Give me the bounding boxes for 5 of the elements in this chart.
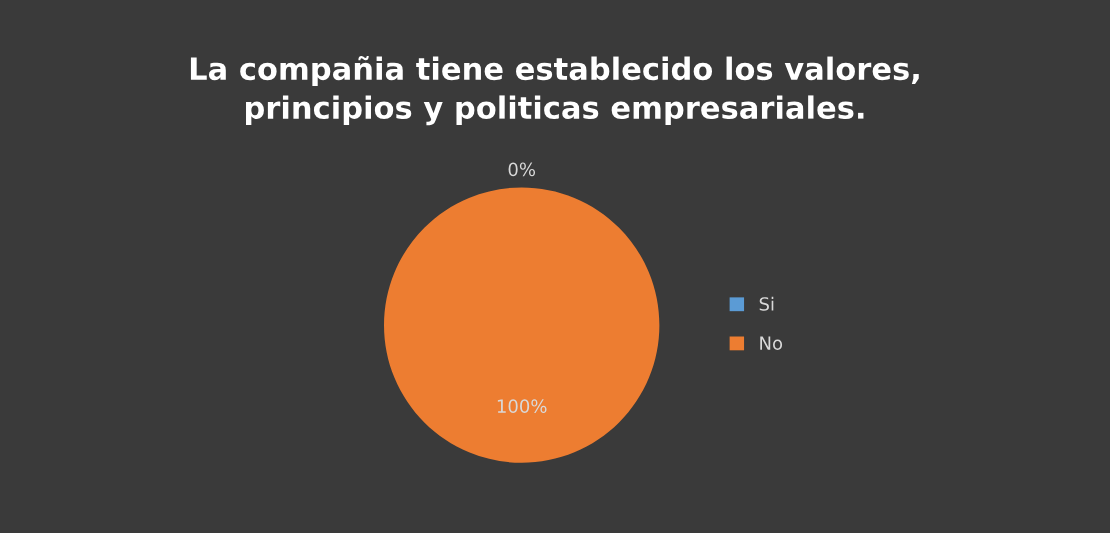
chart-title: La compañia tiene establecido los valores, principios y politicas empresariales. (190, 56, 919, 126)
text: 0% (508, 162, 536, 177)
legend-label: No (760, 336, 783, 350)
data-label: 100% (497, 399, 547, 413)
legend-label: Si (759, 296, 774, 311)
